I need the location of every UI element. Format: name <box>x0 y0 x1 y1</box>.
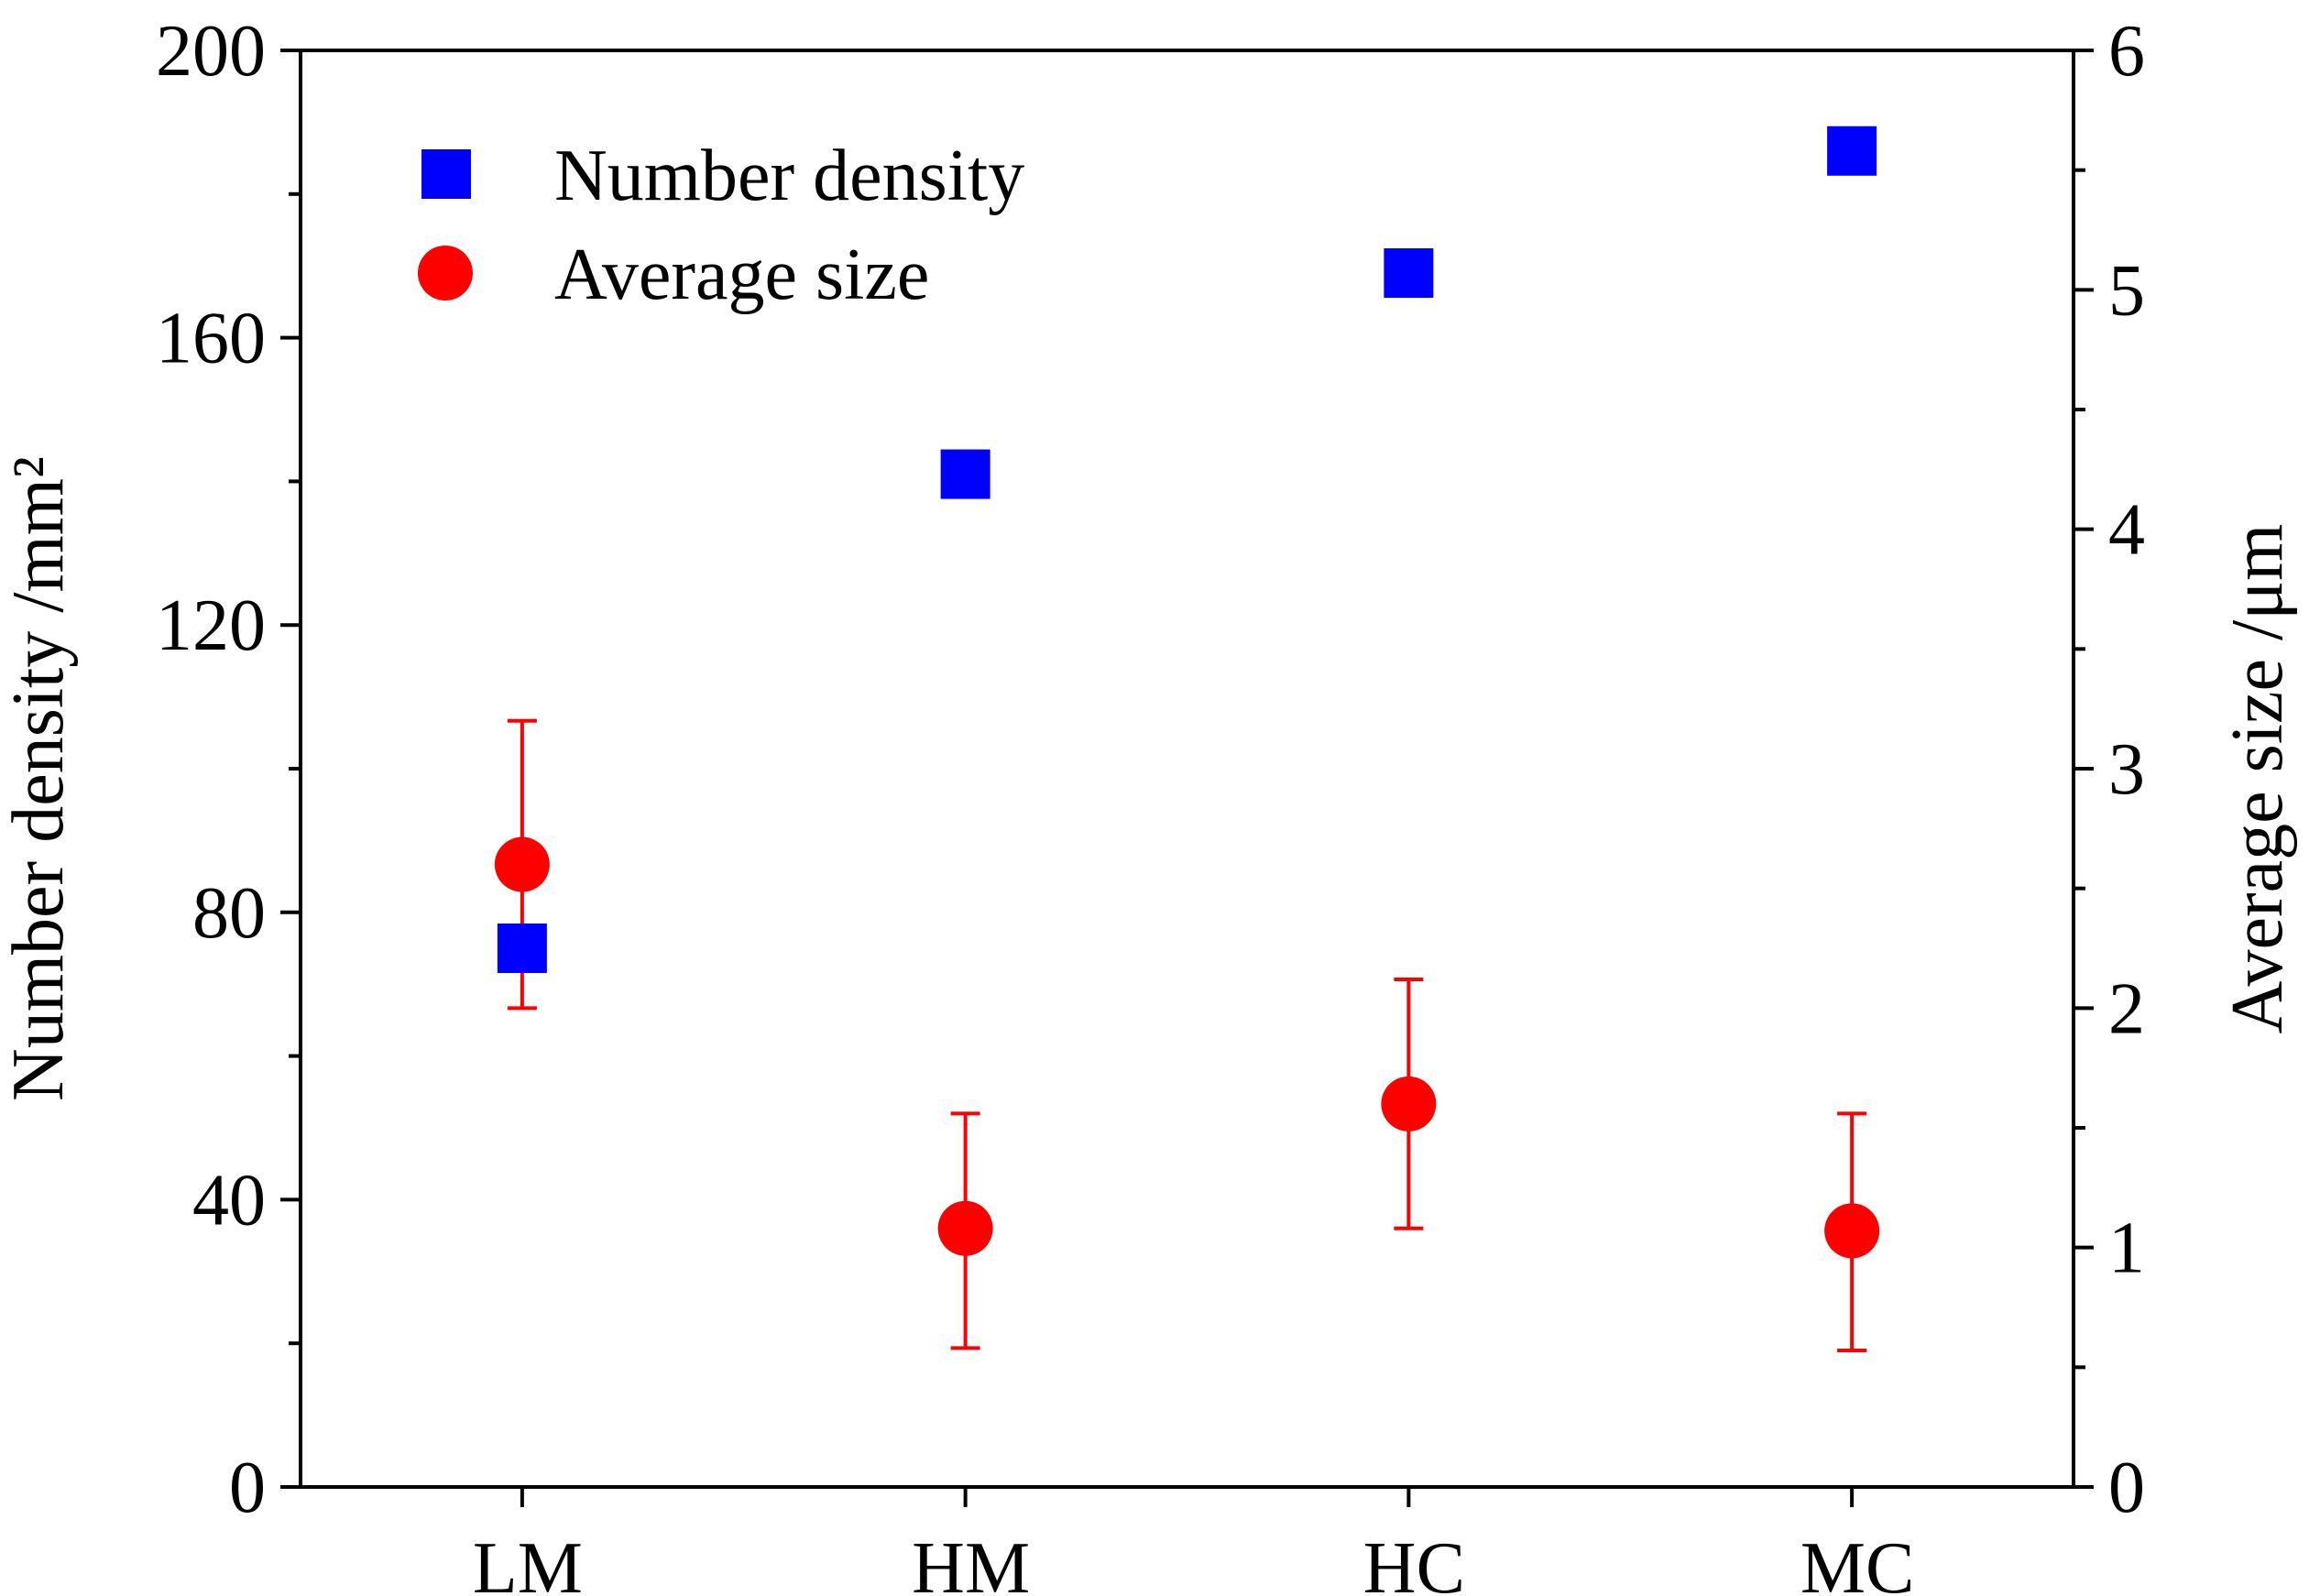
left-tick-label: 120 <box>156 585 266 666</box>
average-size-point <box>1824 1203 1880 1259</box>
number-density-point <box>1384 248 1434 299</box>
x-tick-label: HC <box>1363 1528 1465 1596</box>
left-axis-title: Number density /mm² <box>0 456 79 1101</box>
number-density-point <box>497 924 547 973</box>
left-tick-label: 200 <box>156 11 266 92</box>
x-tick-label: LM <box>473 1528 583 1596</box>
number-density-point <box>940 449 990 499</box>
left-tick-label: 160 <box>156 299 266 379</box>
right-tick-label: 5 <box>2108 250 2145 331</box>
x-tick-label: HM <box>912 1528 1030 1596</box>
right-axis-title: Average size /μm <box>2217 524 2298 1034</box>
legend: Number density Average size <box>418 136 1024 315</box>
average-size-point <box>937 1200 993 1256</box>
legend-marker-number-density <box>421 149 471 199</box>
legend-label-average-size: Average size <box>554 235 929 315</box>
series <box>494 126 1880 1353</box>
ticks: 0 40 80 120 160 200 0 1 2 3 4 5 6 LM HM HC MC <box>156 11 2145 1596</box>
right-tick-label: 4 <box>2108 490 2145 571</box>
right-tick-label: 1 <box>2108 1208 2145 1289</box>
average-size-point <box>494 836 550 892</box>
right-tick-label: 6 <box>2108 11 2145 92</box>
left-tick-label: 0 <box>229 1448 266 1528</box>
number-density-point <box>1827 126 1877 176</box>
right-tick-label: 0 <box>2108 1448 2145 1528</box>
x-tick-label: MC <box>1800 1528 1915 1596</box>
legend-label-number-density: Number density <box>554 136 1024 216</box>
legend-marker-average-size <box>418 246 473 301</box>
right-tick-label: 2 <box>2108 968 2145 1049</box>
left-tick-label: 40 <box>192 1160 266 1241</box>
right-tick-label: 3 <box>2108 729 2145 810</box>
left-tick-label: 80 <box>192 873 266 954</box>
average-size-point <box>1381 1076 1437 1131</box>
